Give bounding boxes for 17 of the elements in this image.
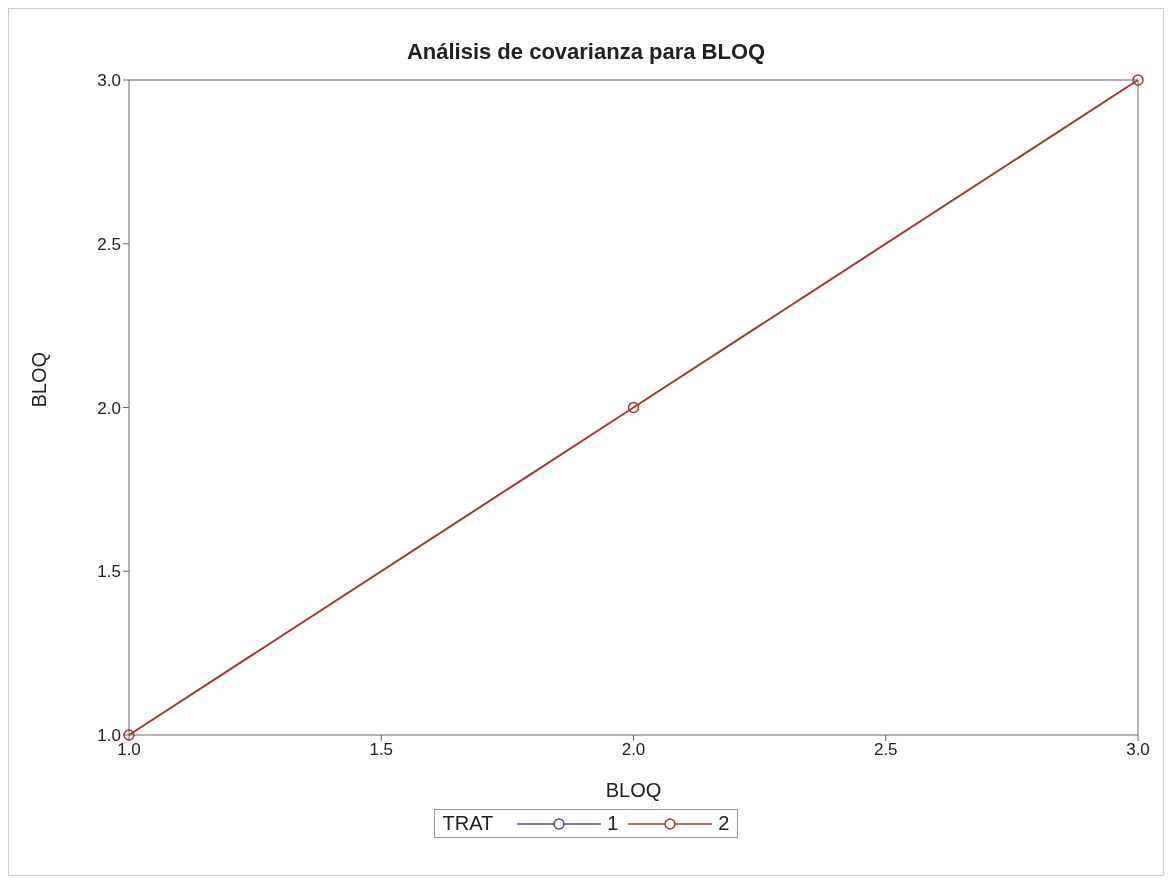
point — [1132, 74, 1144, 86]
x-tick-label: 2.5 — [873, 740, 898, 760]
y-axis-title: BLOQ — [28, 351, 51, 408]
chart-title: Análisis de covarianza para BLOQ — [405, 39, 767, 65]
y-tick-label: 1.5 — [97, 562, 121, 582]
legend-label: 2 — [718, 812, 730, 835]
x-tick-label: 1.0 — [117, 740, 141, 760]
y-tick-label: 3.0 — [97, 71, 121, 91]
x-tick-label: 3.0 — [1126, 740, 1150, 760]
point — [627, 401, 640, 414]
x-tick-label: 1.5 — [369, 740, 394, 760]
y-tick-label: 2.0 — [97, 398, 121, 418]
x-axis-title: BLOQ — [605, 779, 662, 801]
legend-title: TRAT — [442, 812, 494, 835]
y-tick-label: 2.5 — [97, 234, 121, 254]
legend-label: 1 — [607, 812, 619, 835]
x-tick-label: 2.0 — [621, 740, 646, 760]
